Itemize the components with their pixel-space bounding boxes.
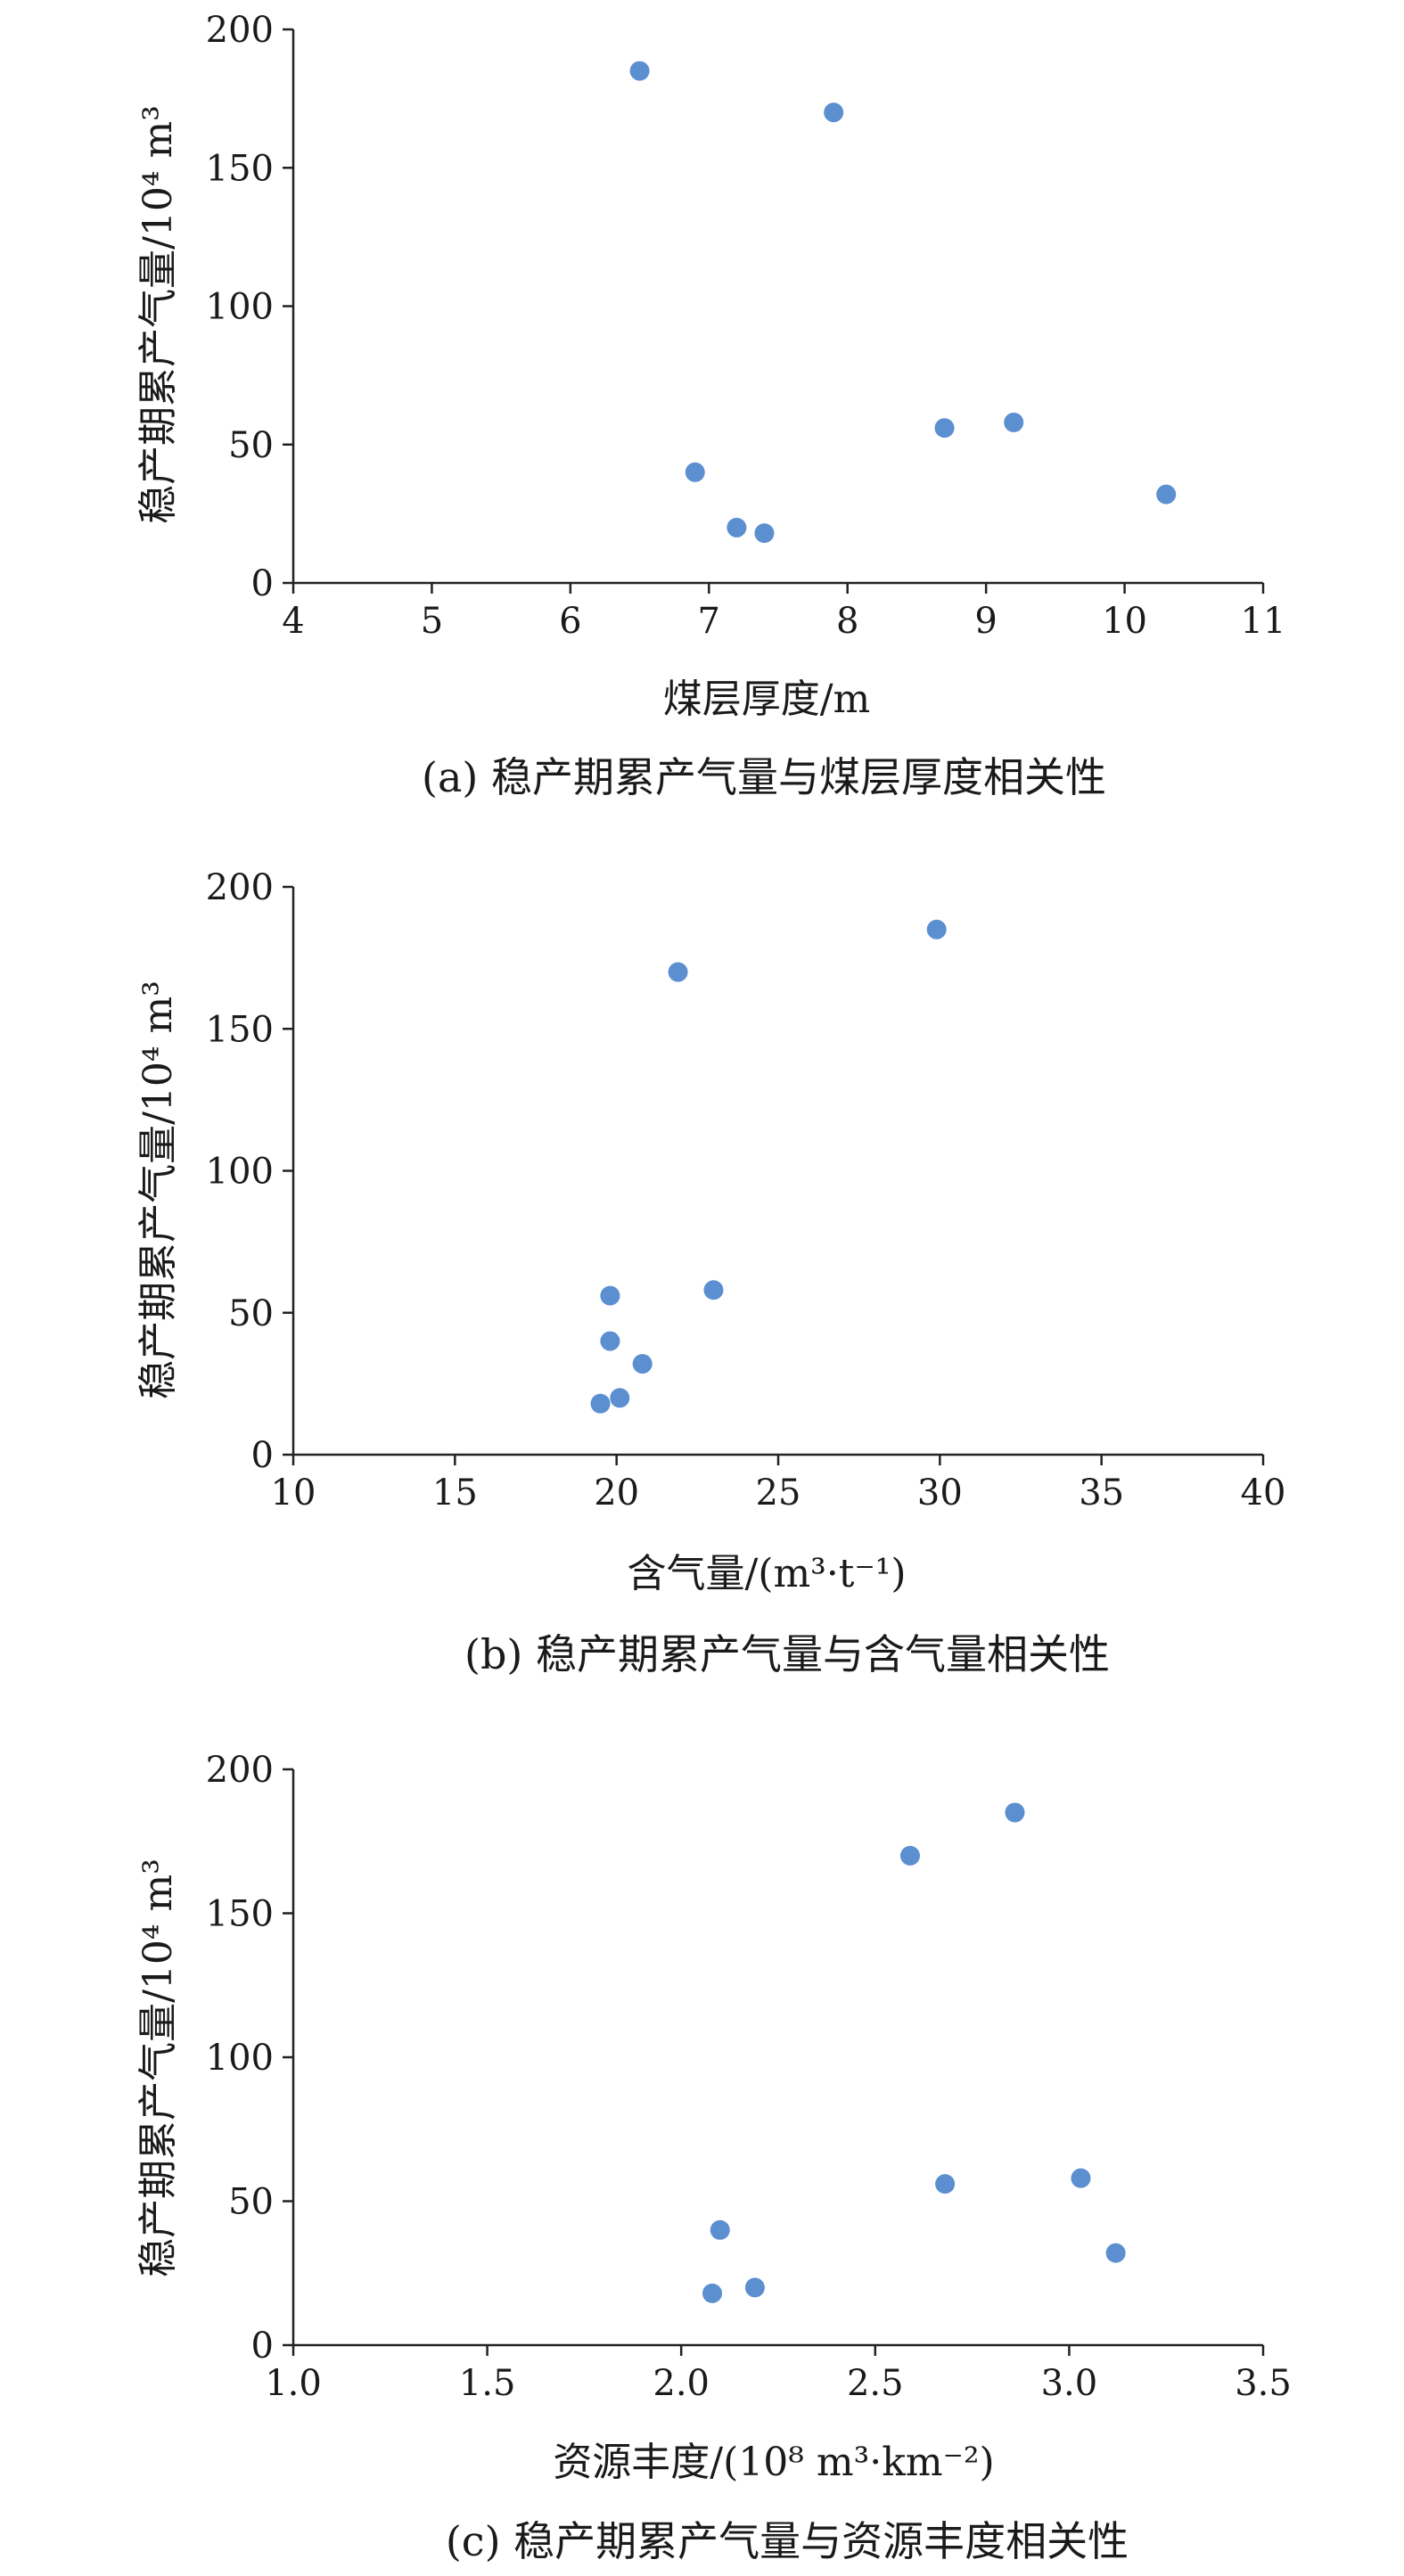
panel-b-data-point-1: [668, 962, 688, 982]
panel-c-x-tick-label-5: 3.5: [1235, 2363, 1292, 2404]
panel-a: 煤层厚度/m 稳产期累产气量/10⁴ m³ (a) 稳产期累产气量与煤层厚度相关…: [135, 10, 1285, 801]
panel-a-x-tick-label-4: 8: [836, 601, 858, 642]
panel-c-y-tick-label-1: 50: [228, 2182, 274, 2223]
panel-c-x-tick-label-0: 1.0: [265, 2363, 322, 2404]
panel-c-data-point-4: [710, 2219, 730, 2240]
panel-b-y-tick-label-2: 100: [206, 1152, 274, 1193]
panel-a-axes: [291, 29, 1263, 585]
panel-a-y-tick-label-3: 150: [206, 148, 274, 189]
panel-c-x-tick-label-4: 3.0: [1041, 2363, 1098, 2404]
panel-b-x-tick-label-5: 35: [1079, 1473, 1124, 1514]
panel-b-data-point-7: [590, 1393, 611, 1414]
panel-b-markers: [590, 919, 947, 1414]
panel-c-data-point-2: [1071, 2168, 1091, 2188]
panel-c-x-tick-label-1: 1.5: [459, 2363, 516, 2404]
panel-a-data-point-3: [1004, 412, 1024, 432]
panel-c-y-tick-label-0: 0: [251, 2326, 274, 2367]
panel-a-data-point-6: [727, 517, 747, 537]
panel-c-markers: [702, 1802, 1126, 2303]
panel-b-data-point-3: [600, 1285, 620, 1306]
panel-a-data-point-4: [685, 462, 705, 482]
panel-b-y-tick-label-3: 150: [206, 1009, 274, 1050]
panel-b-x-tick-label-3: 25: [756, 1473, 801, 1514]
panel-a-x-tick-label-1: 5: [421, 601, 443, 642]
panel-c-data-point-7: [702, 2283, 723, 2303]
panel-b-data-point-2: [703, 1280, 724, 1300]
panel-a-markers: [629, 61, 1177, 544]
panel-a-y-tick-label-0: 0: [251, 563, 274, 604]
panel-c-data-point-0: [1005, 1802, 1025, 1823]
panel-c-y-tick-label-3: 150: [206, 1894, 274, 1935]
panel-a-x-tick-label-3: 7: [698, 601, 720, 642]
panel-a-x-tick-label-2: 6: [559, 601, 581, 642]
panel-c-x-axis-label: 资源丰度/(10⁸ m³·km⁻²): [553, 2440, 994, 2485]
panel-b-caption: (b) 稳产期累产气量与含气量相关性: [464, 1630, 1110, 1678]
panel-a-data-point-1: [824, 103, 844, 123]
panel-b-data-point-6: [610, 1388, 630, 1408]
panel-a-y-tick-label-4: 200: [206, 10, 274, 51]
panel-b-axes: [291, 887, 1263, 1456]
panel-c-data-point-3: [935, 2174, 956, 2195]
panel-a-data-point-5: [1156, 484, 1177, 505]
panel-a-data-point-7: [754, 523, 775, 544]
panel-a-caption: (a) 稳产期累产气量与煤层厚度相关性: [422, 753, 1106, 801]
panel-c-y-tick-label-4: 200: [206, 1750, 274, 1791]
panel-b-y-tick-label-1: 50: [228, 1293, 274, 1334]
panel-b-data-point-5: [632, 1354, 653, 1374]
panel-a-y-tick-label-1: 50: [228, 425, 274, 466]
panel-c-x-tick-label-2: 2.0: [653, 2363, 710, 2404]
panel-c-data-point-6: [744, 2277, 765, 2298]
panel-b-data-point-4: [600, 1331, 620, 1351]
panel-c-x-tick-label-3: 2.5: [847, 2363, 904, 2404]
panel-a-data-point-0: [629, 61, 650, 81]
panel-c-y-tick-label-2: 100: [206, 2038, 274, 2079]
panel-b: 含气量/(m³·t⁻¹) 稳产期累产气量/10⁴ m³ (b) 稳产期累产气量与…: [135, 867, 1285, 1678]
panel-a-x-tick-label-5: 9: [974, 601, 997, 642]
panel-b-y-axis-label: 稳产期累产气量/10⁴ m³: [135, 980, 181, 1399]
panel-c-data-point-1: [899, 1845, 920, 1866]
panel-c-y-axis-label: 稳产期累产气量/10⁴ m³: [135, 1858, 181, 2277]
panel-b-y-tick-label-4: 200: [206, 867, 274, 908]
panel-b-y-tick-label-0: 0: [251, 1435, 274, 1476]
panel-a-y-tick-label-2: 100: [206, 287, 274, 328]
panel-c-caption: (c) 稳产期累产气量与资源丰度相关性: [446, 2517, 1129, 2565]
panel-c-data-point-5: [1105, 2243, 1126, 2263]
panel-b-data-point-0: [926, 919, 947, 939]
panel-a-x-axis-label: 煤层厚度/m: [663, 677, 871, 722]
panel-b-x-tick-label-0: 10: [271, 1473, 316, 1514]
panel-a-data-point-2: [934, 418, 955, 439]
panel-b-x-tick-label-6: 40: [1241, 1473, 1286, 1514]
panel-a-x-tick-label-7: 11: [1241, 601, 1286, 642]
panel-b-x-tick-label-2: 20: [594, 1473, 639, 1514]
panel-b-x-tick-label-1: 15: [432, 1473, 478, 1514]
panel-c: 资源丰度/(10⁸ m³·km⁻²) 稳产期累产气量/10⁴ m³ (c) 稳产…: [135, 1750, 1292, 2565]
panel-a-y-axis-label: 稳产期累产气量/10⁴ m³: [135, 105, 181, 524]
panel-b-x-tick-label-4: 30: [917, 1473, 963, 1514]
panel-a-x-tick-label-0: 4: [282, 601, 304, 642]
panel-b-x-axis-label: 含气量/(m³·t⁻¹): [627, 1551, 906, 1596]
panel-a-x-tick-label-6: 10: [1102, 601, 1147, 642]
